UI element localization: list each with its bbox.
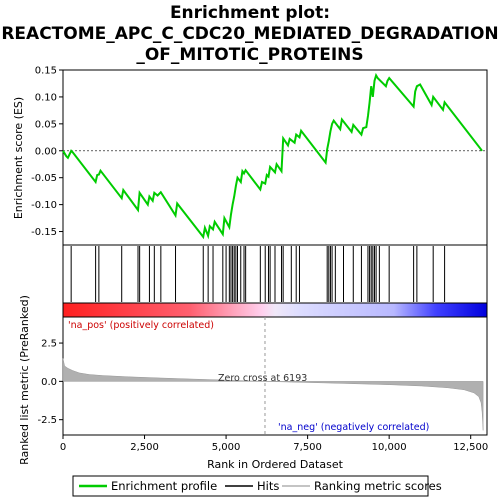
title-line-2: REACTOME_APC_C_CDC20_MEDIATED_DEGRADATIO… xyxy=(1,24,498,44)
zero-cross-label: Zero cross at 6193 xyxy=(218,373,307,384)
x-tick-label: 2,500 xyxy=(130,442,159,453)
x-axis-label: Rank in Ordered Dataset xyxy=(207,458,344,471)
pos-correlated-label: 'na_pos' (positively correlated) xyxy=(68,320,214,331)
es-y-tick-label: -0.05 xyxy=(31,173,57,184)
x-tick-label: 0 xyxy=(60,442,66,453)
es-y-axis-label: Enrichment score (ES) xyxy=(12,97,25,219)
metric-y-tick-label: 2.5 xyxy=(41,339,57,350)
es-y-tick-label: -0.10 xyxy=(31,200,57,211)
es-y-axis: 0.15 0.10 0.05 0.00 -0.05 -0.10 -0.15 xyxy=(31,66,63,238)
neg-correlated-label: 'na_neg' (negatively correlated) xyxy=(278,422,429,433)
metric-y-axis: 2.5 0.0 -2.5 xyxy=(37,339,63,426)
es-y-tick-label: 0.15 xyxy=(35,66,57,77)
es-y-tick-label: -0.15 xyxy=(31,227,57,238)
enrichment-profile-line xyxy=(62,72,483,240)
legend-label-enrichment: Enrichment profile xyxy=(111,479,217,493)
rank-color-bar xyxy=(62,302,488,318)
metric-y-tick-label: -2.5 xyxy=(37,415,57,426)
title-line-3: _OF_MITOTIC_PROTEINS xyxy=(136,45,363,65)
legend-label-hits: Hits xyxy=(257,479,279,493)
x-axis: 0 2,500 5,000 7,500 10,000 12,500 xyxy=(60,435,488,453)
x-tick-label: 5,000 xyxy=(212,442,241,453)
x-tick-label: 10,000 xyxy=(372,442,407,453)
title-line-1: Enrichment plot: xyxy=(170,3,330,23)
hits-marks xyxy=(70,246,446,302)
x-tick-label: 12,500 xyxy=(453,442,488,453)
legend-label-metric: Ranking metric scores xyxy=(314,479,442,493)
es-y-tick-label: 0.10 xyxy=(35,92,57,103)
es-y-tick-label: 0.00 xyxy=(35,146,57,157)
metric-y-tick-label: 0.0 xyxy=(41,377,57,388)
x-tick-label: 7,500 xyxy=(293,442,322,453)
es-panel-frame xyxy=(62,69,488,246)
metric-y-axis-label: Ranked list metric (PreRanked) xyxy=(18,295,31,465)
ranking-metric-area xyxy=(62,358,484,431)
es-y-tick-label: 0.05 xyxy=(35,119,57,130)
